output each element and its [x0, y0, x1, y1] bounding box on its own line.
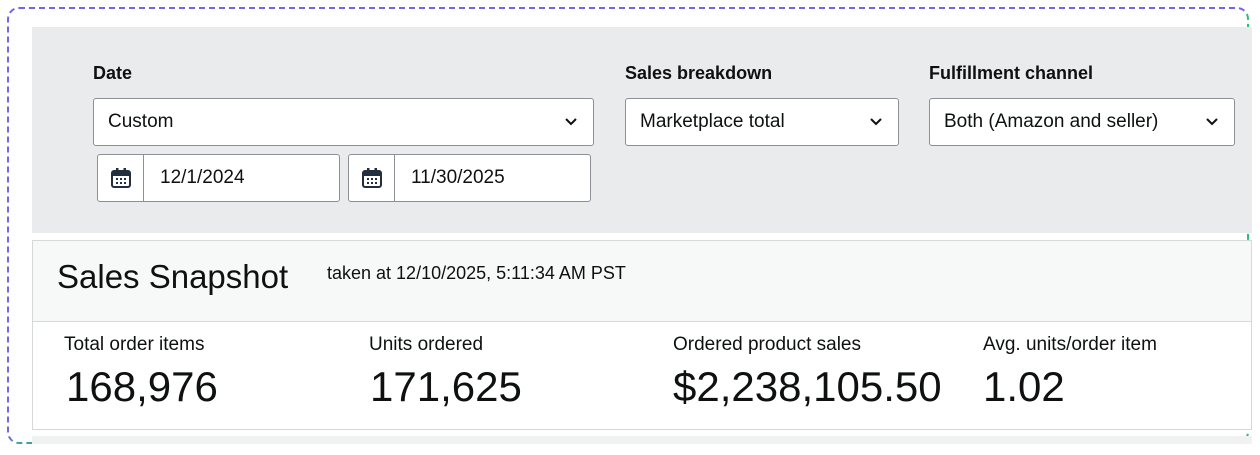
- metric-value-total-order-items: 168,976: [66, 363, 218, 410]
- metric-label-ordered-product-sales: Ordered product sales: [673, 334, 861, 355]
- date-label: Date: [93, 63, 133, 83]
- end-date-value: 11/30/2025: [411, 167, 505, 188]
- sales-breakdown-label: Sales breakdown: [625, 63, 773, 83]
- chevron-down-icon: [1206, 118, 1218, 126]
- filter-panel: Date Custom 12/1/2024 11/30/2025 Sales b…: [32, 27, 1252, 233]
- start-date-value: 12/1/2024: [160, 167, 245, 188]
- end-date-field[interactable]: 11/30/2025: [348, 154, 591, 202]
- metric-label-units-ordered: Units ordered: [369, 334, 484, 355]
- sales-breakdown-select[interactable]: Marketplace total: [625, 98, 899, 146]
- metric-label-total-order-items: Total order items: [64, 334, 205, 355]
- calendar-icon[interactable]: [349, 155, 395, 201]
- metric-value-ordered-product-sales: $2,238,105.50: [673, 363, 942, 410]
- chevron-down-icon: [870, 118, 882, 126]
- metric-label-avg-units-order-item: Avg. units/order item: [983, 334, 1157, 355]
- snapshot-header: Sales Snapshot taken at 12/10/2025, 5:11…: [33, 241, 1251, 322]
- start-date-field[interactable]: 12/1/2024: [97, 154, 340, 202]
- fulfillment-channel-value: Both (Amazon and seller): [944, 111, 1159, 132]
- snapshot-timestamp: taken at 12/10/2025, 5:11:34 AM PST: [327, 263, 626, 283]
- date-range-select[interactable]: Custom: [93, 98, 594, 146]
- date-range-value: Custom: [108, 111, 174, 132]
- chevron-down-icon: [565, 118, 577, 126]
- calendar-icon[interactable]: [98, 155, 144, 201]
- sales-snapshot-card: Sales Snapshot taken at 12/10/2025, 5:11…: [32, 240, 1252, 430]
- next-section-edge: [32, 436, 1252, 444]
- snapshot-title: Sales Snapshot: [57, 258, 289, 295]
- fulfillment-channel-select[interactable]: Both (Amazon and seller): [929, 98, 1235, 146]
- metric-value-units-ordered: 171,625: [370, 363, 522, 410]
- sales-breakdown-value: Marketplace total: [640, 111, 785, 132]
- metric-value-avg-units-order-item: 1.02: [983, 363, 1065, 410]
- fulfillment-channel-label: Fulfillment channel: [929, 63, 1094, 83]
